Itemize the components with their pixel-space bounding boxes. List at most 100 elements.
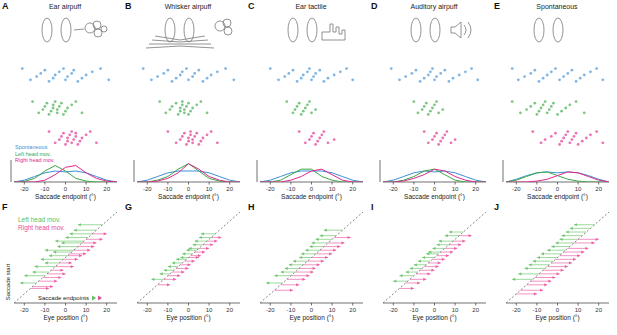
saccade-endpoint bbox=[560, 238, 563, 241]
strip-point bbox=[169, 108, 172, 111]
strip-point bbox=[162, 72, 165, 75]
strip-point bbox=[202, 137, 205, 140]
strip-point bbox=[536, 113, 539, 116]
strip-point bbox=[435, 132, 438, 135]
strip-point bbox=[195, 132, 198, 135]
strip-point bbox=[29, 78, 32, 81]
saccade-endpoint bbox=[41, 258, 44, 261]
saccade-endpoint bbox=[437, 243, 440, 246]
saccade-line bbox=[529, 264, 550, 265]
saccade-line bbox=[533, 261, 554, 262]
strip-point bbox=[308, 100, 311, 103]
density-line bbox=[383, 171, 486, 182]
saccade-endpoint bbox=[181, 270, 184, 273]
strip-point bbox=[74, 100, 77, 103]
strip-point bbox=[554, 67, 557, 70]
strip-point bbox=[585, 137, 588, 140]
strip-point bbox=[202, 80, 205, 83]
saccade-endpoint bbox=[406, 270, 409, 273]
strip-point bbox=[66, 137, 69, 140]
x-tick-label: 20 bbox=[349, 186, 356, 192]
strip-point bbox=[54, 74, 57, 77]
plot-area bbox=[260, 67, 363, 182]
ear bbox=[534, 18, 544, 42]
x-tick-label: 0 bbox=[433, 307, 437, 313]
strip-point bbox=[308, 67, 311, 70]
strip-point bbox=[150, 78, 153, 81]
saccade-endpoint bbox=[305, 249, 308, 252]
plot-area bbox=[506, 212, 609, 303]
x-axis-label: Eye position (°) bbox=[166, 314, 210, 322]
strip-point bbox=[579, 77, 582, 80]
saccade-endpoint bbox=[570, 227, 573, 230]
x-tick bbox=[352, 182, 353, 185]
density-line bbox=[506, 172, 609, 182]
x-tick-label: -10 bbox=[287, 186, 296, 192]
saccade-endpoint bbox=[469, 234, 472, 237]
strip-point bbox=[31, 100, 34, 103]
x-tick bbox=[598, 303, 599, 306]
x-tick-label: -20 bbox=[20, 307, 29, 313]
strip-point bbox=[41, 108, 44, 111]
strip-point bbox=[183, 111, 186, 114]
saccade-endpoint bbox=[313, 267, 316, 270]
panel-label: J bbox=[494, 202, 499, 212]
saccade-endpoint bbox=[555, 241, 558, 244]
density-line bbox=[260, 169, 363, 182]
saccade-endpoint bbox=[24, 274, 27, 277]
saccade-endpoint bbox=[562, 234, 565, 237]
x-tick-label: 0 bbox=[187, 307, 191, 313]
x-tick-label: 20 bbox=[472, 307, 479, 313]
ear bbox=[411, 18, 421, 42]
strip-point bbox=[441, 137, 444, 140]
plot-area bbox=[137, 212, 240, 303]
strip-point bbox=[429, 110, 432, 113]
figure: AEar airpuff-20-1001020Saccade endpoint … bbox=[0, 0, 617, 335]
strip-point bbox=[107, 78, 110, 81]
saccade-endpoint bbox=[50, 285, 53, 288]
plot-area bbox=[14, 67, 117, 182]
whisker bbox=[149, 44, 180, 45]
strip-point bbox=[81, 137, 84, 140]
strip-point bbox=[81, 77, 84, 80]
strip-point bbox=[423, 105, 426, 108]
x-tick bbox=[188, 303, 189, 306]
legend-entry: Right head mov. bbox=[15, 157, 55, 163]
strip-point bbox=[58, 138, 61, 141]
strip-point bbox=[458, 74, 461, 77]
strip-point bbox=[312, 132, 315, 135]
strip-point bbox=[283, 75, 286, 78]
strip-point bbox=[206, 111, 209, 114]
x-axis-label: Saccade endpoint (°) bbox=[404, 193, 465, 201]
saccade-endpoint bbox=[454, 247, 457, 250]
strip-point bbox=[544, 138, 547, 141]
strip-point bbox=[158, 100, 161, 103]
strip-point bbox=[66, 107, 69, 110]
saccade-endpoint bbox=[33, 270, 36, 273]
strip-point bbox=[58, 70, 61, 73]
x-tick bbox=[229, 182, 230, 185]
diagonal bbox=[260, 212, 363, 303]
puff bbox=[101, 26, 107, 32]
strip-point bbox=[316, 140, 319, 143]
x-tick-label: -10 bbox=[41, 186, 50, 192]
saccade-endpoint bbox=[210, 243, 213, 246]
strip-point bbox=[72, 138, 75, 141]
x-axis-label: Eye position (°) bbox=[43, 314, 87, 322]
strip-point bbox=[48, 113, 51, 116]
strip-point bbox=[351, 78, 354, 81]
saccade-endpoint bbox=[202, 250, 205, 253]
strip-point bbox=[76, 80, 79, 83]
strip-point bbox=[415, 69, 418, 72]
strip-point bbox=[439, 72, 442, 75]
strip-point bbox=[443, 69, 446, 72]
strip-point bbox=[583, 111, 586, 114]
strip-point bbox=[300, 77, 303, 80]
strip-point bbox=[189, 130, 192, 133]
saccade-line bbox=[551, 262, 572, 263]
strip-point bbox=[544, 100, 547, 103]
strip-point bbox=[89, 130, 92, 133]
saccade-line bbox=[543, 270, 564, 271]
saccade-endpoint bbox=[458, 243, 461, 246]
strip-point bbox=[476, 78, 479, 81]
